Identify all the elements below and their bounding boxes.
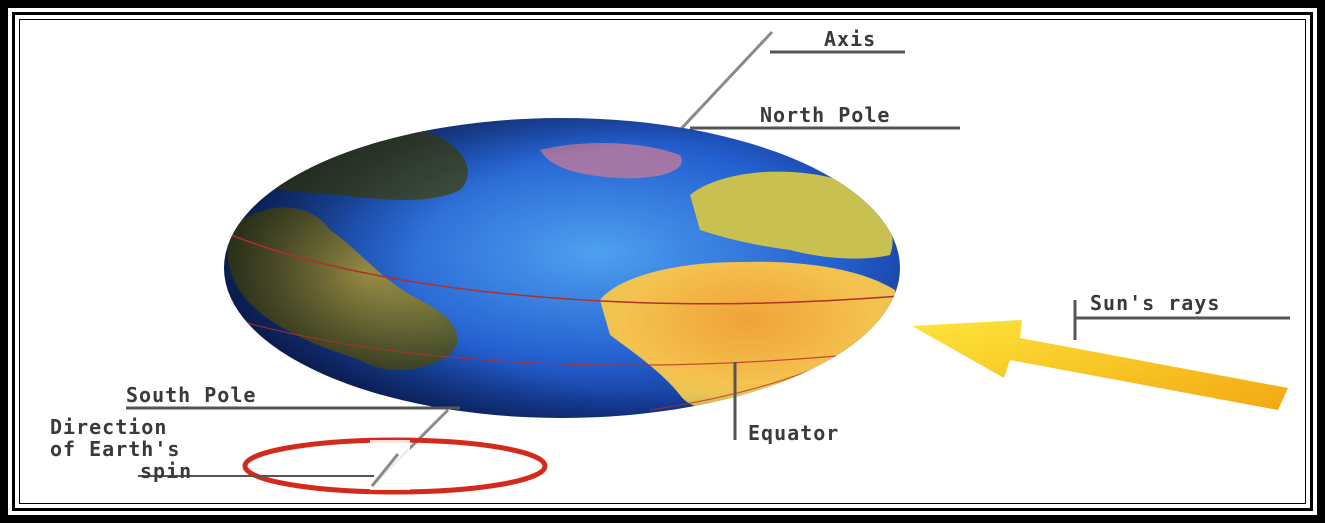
sun-rays-label: Sun's rays bbox=[1090, 291, 1221, 315]
sun-rays-arrow bbox=[912, 320, 1288, 410]
direction-label: Direction of Earth's spin bbox=[50, 416, 192, 482]
direction-label-line1: Direction bbox=[50, 415, 168, 439]
direction-label-line3: spin bbox=[140, 459, 193, 483]
axis-line-upper bbox=[678, 30, 774, 132]
equator-label: Equator bbox=[748, 421, 840, 445]
direction-label-line2: of Earth's bbox=[50, 437, 181, 461]
north-pole-label: North Pole bbox=[760, 103, 891, 127]
axis-label: Axis bbox=[824, 27, 877, 51]
globe bbox=[224, 118, 900, 418]
equator-line bbox=[224, 231, 900, 305]
tropic-line bbox=[235, 319, 881, 366]
inner-frame bbox=[12, 12, 1313, 511]
inner-frame-thin bbox=[19, 19, 1306, 504]
south-pole-label: South Pole bbox=[126, 383, 257, 407]
